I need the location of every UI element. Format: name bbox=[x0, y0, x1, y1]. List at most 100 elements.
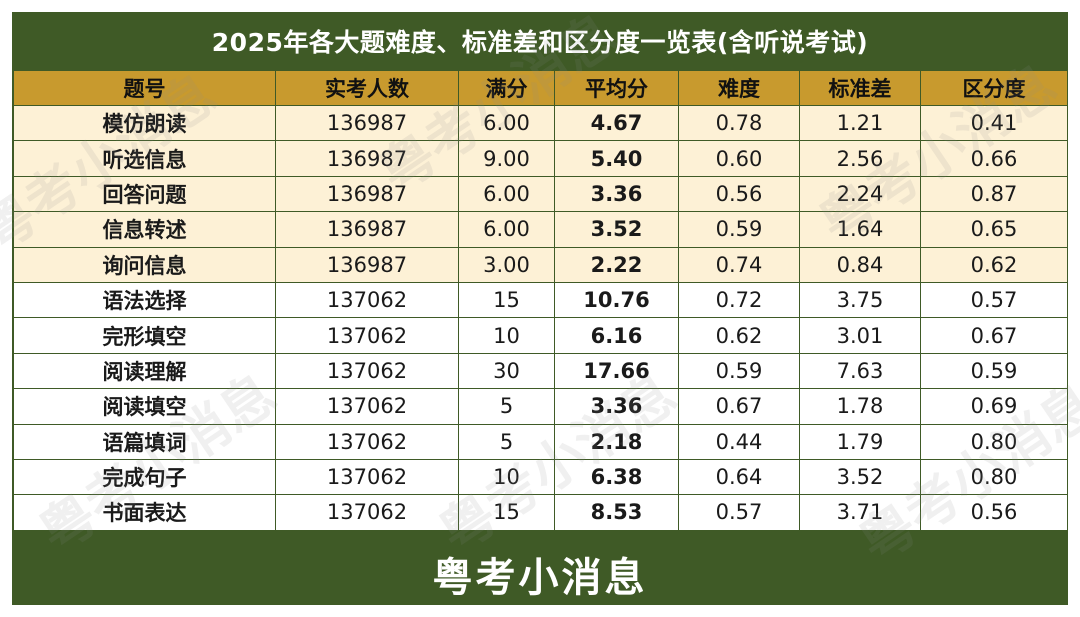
cell-difficulty: 0.60 bbox=[678, 140, 800, 177]
cell-std: 1.64 bbox=[799, 211, 921, 248]
cell-avg: 8.53 bbox=[554, 494, 679, 531]
footer-brand: 粤考小消息 bbox=[432, 555, 648, 601]
stats-table: 题号 实考人数 满分 平均分 难度 标准差 区分度 模仿朗读 136987 6.00… bbox=[13, 70, 1068, 531]
cell-full: 6.00 bbox=[458, 175, 555, 213]
cell-difficulty: 0.72 bbox=[678, 281, 800, 319]
cell-difficulty: 0.74 bbox=[678, 246, 800, 283]
cell-difficulty: 0.57 bbox=[678, 494, 800, 531]
cell-difficulty: 0.44 bbox=[678, 423, 800, 460]
cell-avg: 3.36 bbox=[554, 175, 679, 213]
col-header-avg: 平均分 bbox=[554, 70, 679, 106]
cell-avg: 10.76 bbox=[554, 281, 679, 319]
cell-avg: 2.18 bbox=[554, 423, 679, 460]
cell-difficulty: 0.62 bbox=[678, 317, 800, 354]
cell-count: 137062 bbox=[275, 494, 459, 531]
table-row: 书面表达 137062 15 8.53 0.57 3.71 0.56 bbox=[13, 494, 1068, 531]
table-frame: 2025年各大题难度、标准差和区分度一览表(含听说考试) 题号 实考人数 满分 … bbox=[12, 12, 1068, 605]
table-row: 语法选择 137062 15 10.76 0.72 3.75 0.57 bbox=[13, 281, 1068, 319]
cell-item: 信息转述 bbox=[13, 211, 276, 248]
cell-avg: 6.16 bbox=[554, 317, 679, 354]
cell-disc: 0.66 bbox=[920, 140, 1068, 177]
cell-avg: 3.52 bbox=[554, 211, 679, 248]
cell-avg: 17.66 bbox=[554, 352, 679, 390]
table-row: 阅读理解 137062 30 17.66 0.59 7.63 0.59 bbox=[13, 352, 1068, 390]
cell-full: 10 bbox=[458, 458, 555, 496]
col-header-std: 标准差 bbox=[799, 70, 921, 106]
cell-std: 3.75 bbox=[799, 281, 921, 319]
cell-count: 136987 bbox=[275, 211, 459, 248]
cell-item: 完形填空 bbox=[13, 317, 276, 354]
cell-full: 10 bbox=[458, 317, 555, 354]
cell-std: 3.71 bbox=[799, 494, 921, 531]
cell-disc: 0.59 bbox=[920, 352, 1068, 390]
table-row: 阅读填空 137062 5 3.36 0.67 1.78 0.69 bbox=[13, 388, 1068, 425]
table-row: 回答问题 136987 6.00 3.36 0.56 2.24 0.87 bbox=[13, 175, 1068, 213]
cell-item: 听选信息 bbox=[13, 140, 276, 177]
cell-item: 询问信息 bbox=[13, 246, 276, 283]
table-row: 询问信息 136987 3.00 2.22 0.74 0.84 0.62 bbox=[13, 246, 1068, 283]
cell-difficulty: 0.59 bbox=[678, 211, 800, 248]
cell-disc: 0.62 bbox=[920, 246, 1068, 283]
col-header-full: 满分 bbox=[458, 70, 555, 106]
cell-item: 语法选择 bbox=[13, 281, 276, 319]
cell-count: 137062 bbox=[275, 352, 459, 390]
cell-difficulty: 0.67 bbox=[678, 388, 800, 425]
table-row: 模仿朗读 136987 6.00 4.67 0.78 1.21 0.41 bbox=[13, 104, 1068, 142]
cell-disc: 0.56 bbox=[920, 494, 1068, 531]
cell-full: 6.00 bbox=[458, 211, 555, 248]
cell-disc: 0.67 bbox=[920, 317, 1068, 354]
cell-avg: 5.40 bbox=[554, 140, 679, 177]
header-row: 题号 实考人数 满分 平均分 难度 标准差 区分度 bbox=[13, 70, 1068, 106]
cell-disc: 0.69 bbox=[920, 388, 1068, 425]
cell-full: 3.00 bbox=[458, 246, 555, 283]
col-header-discrimination: 区分度 bbox=[920, 70, 1068, 106]
cell-count: 136987 bbox=[275, 246, 459, 283]
cell-difficulty: 0.64 bbox=[678, 458, 800, 496]
table-row: 信息转述 136987 6.00 3.52 0.59 1.64 0.65 bbox=[13, 211, 1068, 248]
cell-difficulty: 0.56 bbox=[678, 175, 800, 213]
cell-full: 6.00 bbox=[458, 104, 555, 142]
cell-item: 完成句子 bbox=[13, 458, 276, 496]
cell-disc: 0.87 bbox=[920, 175, 1068, 213]
cell-item: 回答问题 bbox=[13, 175, 276, 213]
table-row: 语篇填词 137062 5 2.18 0.44 1.79 0.80 bbox=[13, 423, 1068, 460]
cell-full: 15 bbox=[458, 494, 555, 531]
cell-disc: 0.57 bbox=[920, 281, 1068, 319]
cell-std: 3.01 bbox=[799, 317, 921, 354]
col-header-count: 实考人数 bbox=[275, 70, 459, 106]
cell-count: 137062 bbox=[275, 388, 459, 425]
cell-full: 30 bbox=[458, 352, 555, 390]
cell-item: 语篇填词 bbox=[13, 423, 276, 460]
cell-count: 137062 bbox=[275, 458, 459, 496]
cell-avg: 3.36 bbox=[554, 388, 679, 425]
table-title: 2025年各大题难度、标准差和区分度一览表(含听说考试) bbox=[211, 28, 869, 57]
cell-avg: 2.22 bbox=[554, 246, 679, 283]
table-row: 完形填空 137062 10 6.16 0.62 3.01 0.67 bbox=[13, 317, 1068, 354]
cell-avg: 4.67 bbox=[554, 104, 679, 142]
table-row: 听选信息 136987 9.00 5.40 0.60 2.56 0.66 bbox=[13, 140, 1068, 177]
cell-std: 1.21 bbox=[799, 104, 921, 142]
col-header-item: 题号 bbox=[13, 70, 276, 106]
cell-full: 5 bbox=[458, 388, 555, 425]
cell-std: 1.78 bbox=[799, 388, 921, 425]
col-header-difficulty: 难度 bbox=[678, 70, 800, 106]
cell-item: 阅读填空 bbox=[13, 388, 276, 425]
cell-std: 0.84 bbox=[799, 246, 921, 283]
cell-std: 2.56 bbox=[799, 140, 921, 177]
cell-std: 3.52 bbox=[799, 458, 921, 496]
table-row: 完成句子 137062 10 6.38 0.64 3.52 0.80 bbox=[13, 458, 1068, 496]
cell-count: 137062 bbox=[275, 423, 459, 460]
cell-count: 137062 bbox=[275, 317, 459, 354]
cell-count: 136987 bbox=[275, 140, 459, 177]
cell-disc: 0.80 bbox=[920, 423, 1068, 460]
cell-std: 1.79 bbox=[799, 423, 921, 460]
cell-item: 阅读理解 bbox=[13, 352, 276, 390]
cell-count: 136987 bbox=[275, 175, 459, 213]
cell-full: 9.00 bbox=[458, 140, 555, 177]
cell-disc: 0.65 bbox=[920, 211, 1068, 248]
cell-disc: 0.80 bbox=[920, 458, 1068, 496]
cell-avg: 6.38 bbox=[554, 458, 679, 496]
cell-full: 5 bbox=[458, 423, 555, 460]
cell-std: 7.63 bbox=[799, 352, 921, 390]
cell-difficulty: 0.59 bbox=[678, 352, 800, 390]
